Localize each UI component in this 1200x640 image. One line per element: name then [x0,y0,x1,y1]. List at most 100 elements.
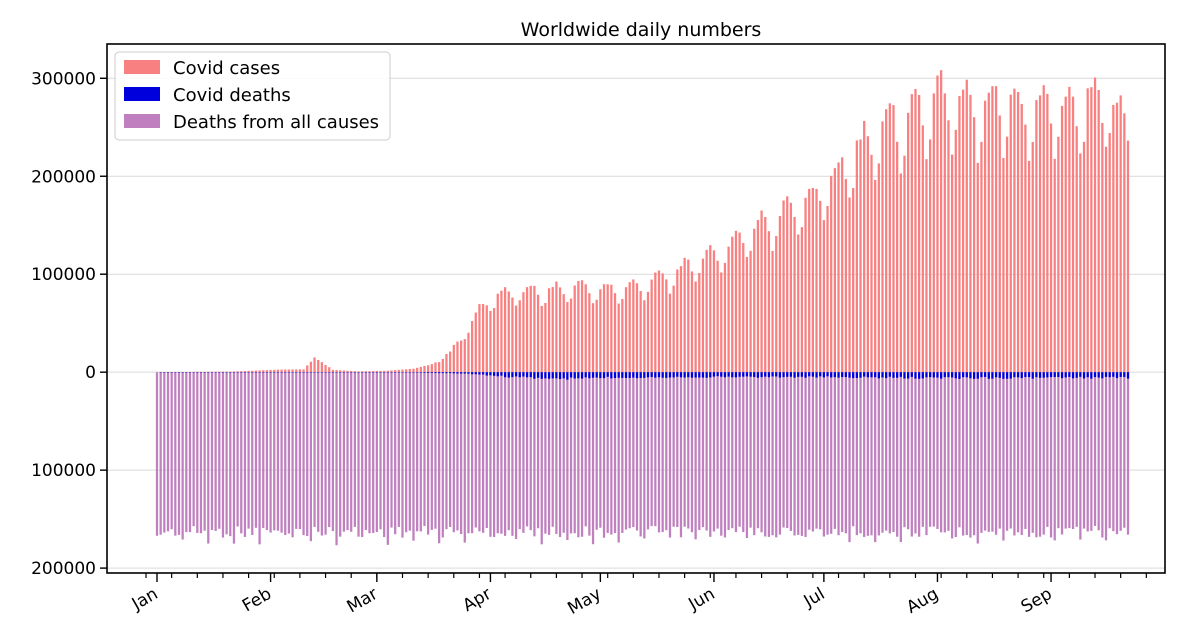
bar-deaths-all-causes [518,372,521,530]
bar-covid-cases [287,369,291,373]
bar-covid-cases [958,96,961,373]
bar-covid-deaths [943,372,946,378]
bar-covid-cases [335,370,338,373]
bar-covid-cases [313,357,316,373]
bar-covid-cases [247,370,250,373]
bar-covid-deaths [687,372,690,378]
bar-covid-deaths [899,372,902,377]
bar-covid-deaths [1112,372,1115,377]
bar-covid-cases [445,354,448,373]
bar-covid-cases [580,280,584,373]
bar-deaths-all-causes [994,372,998,535]
bar-covid-cases [386,370,389,373]
bar-covid-cases [782,200,785,373]
bar-covid-cases [797,234,800,373]
bar-covid-deaths [1071,372,1075,379]
bar-deaths-all-causes [1079,372,1082,540]
bar-covid-deaths [863,372,866,377]
bar-covid-deaths [837,372,840,378]
bar-covid-cases [896,141,899,373]
bar-covid-deaths [881,372,884,378]
y-tick-label: 0 [85,363,96,383]
bar-covid-cases [284,369,287,373]
bar-deaths-all-causes [830,372,833,534]
bar-deaths-all-causes [778,372,782,535]
bar-covid-cases [1097,89,1100,373]
bar-deaths-all-causes [525,372,529,527]
bar-covid-deaths [511,372,514,378]
legend-label-deaths-all-causes: Deaths from all causes [173,112,379,133]
bar-deaths-all-causes [511,372,514,536]
bar-covid-cases [972,117,976,373]
bar-covid-deaths [643,372,646,378]
x-tick-label-may: May [564,584,604,619]
bar-covid-deaths [445,372,448,374]
bar-deaths-all-causes [767,372,771,537]
bar-deaths-all-causes [870,372,873,536]
bar-deaths-all-causes [701,372,705,528]
bar-deaths-all-causes [445,372,448,530]
bar-deaths-all-causes [408,372,411,531]
bar-covid-deaths [1005,372,1009,379]
bar-covid-deaths [896,372,899,378]
bar-covid-cases [346,370,349,373]
bar-covid-cases [1020,103,1023,373]
bar-deaths-all-causes [804,372,807,537]
bar-covid-cases [522,292,525,373]
bar-deaths-all-causes [939,372,943,533]
x-tick-label-apr: Apr [459,584,494,616]
bar-covid-deaths [819,372,822,377]
bar-covid-cases [1038,95,1042,373]
bar-covid-deaths [1024,372,1027,378]
bar-covid-deaths [1020,372,1023,379]
bar-deaths-all-causes [800,372,804,536]
bar-deaths-all-causes [328,372,331,528]
bar-covid-deaths [1027,372,1031,378]
bar-covid-deaths [665,372,668,378]
bar-deaths-all-causes [438,372,441,544]
bar-deaths-all-causes [921,372,924,527]
bar-covid-deaths [929,372,932,378]
bar-covid-deaths [1016,372,1020,378]
bar-covid-cases [511,297,514,373]
bar-deaths-all-causes [357,372,360,537]
bar-deaths-all-causes [756,372,760,529]
bar-covid-cases [1068,86,1071,373]
bar-covid-deaths [939,372,943,379]
bar-deaths-all-causes [397,372,400,527]
bar-covid-deaths [925,372,928,378]
bar-deaths-all-causes [980,372,983,533]
bar-covid-deaths [852,372,855,379]
bar-covid-deaths [841,372,844,378]
bar-covid-cases [793,217,796,373]
bar-covid-cases [987,92,990,373]
bar-deaths-all-causes [998,372,1001,529]
bar-deaths-all-causes [449,372,452,528]
bar-covid-cases [295,369,298,373]
bar-covid-cases [302,369,305,373]
bar-deaths-all-causes [547,372,551,535]
chart-title: Worldwide daily numbers [521,19,762,41]
bar-deaths-all-causes [753,372,756,536]
bar-covid-cases [243,370,247,373]
bar-deaths-all-causes [383,372,386,538]
bar-deaths-all-causes [1112,372,1115,532]
bar-covid-deaths [577,372,580,379]
bar-deaths-all-causes [925,372,928,536]
bar-covid-cases [562,294,565,373]
bar-covid-deaths [1060,372,1064,379]
bar-covid-deaths [617,372,620,378]
bar-covid-cases [1093,77,1097,373]
bar-deaths-all-causes [247,372,250,529]
bar-covid-cases [1031,142,1034,373]
bar-covid-deaths [683,372,686,378]
bar-covid-deaths [533,372,536,379]
bar-deaths-all-causes [500,372,503,534]
plot-frame [106,43,1166,574]
bar-covid-cases [676,269,679,373]
bar-covid-cases [390,370,393,373]
bar-covid-cases [1075,126,1078,373]
bar-covid-cases [1082,141,1086,373]
bar-covid-deaths [635,372,639,379]
